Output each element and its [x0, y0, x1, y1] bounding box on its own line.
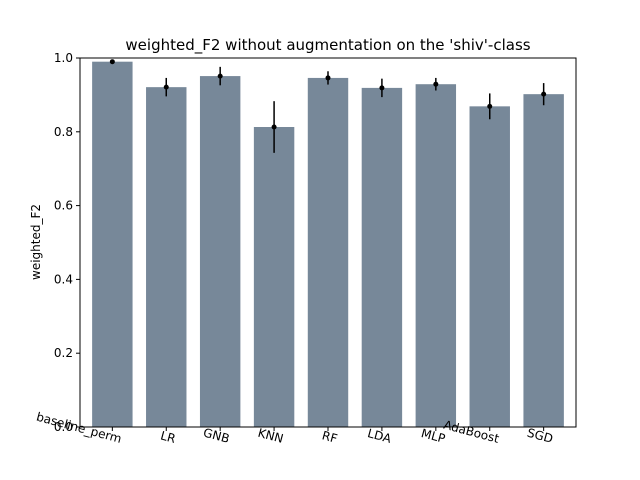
bar-AdaBoost [469, 106, 510, 428]
bar-baseline_perm [92, 61, 133, 427]
mean-point-MLP [433, 81, 439, 87]
mean-point-LR [163, 84, 169, 90]
bar-SGD [523, 94, 564, 428]
bar-MLP [415, 84, 457, 427]
bar-KNN [253, 127, 295, 428]
bar-LDA [361, 87, 403, 427]
x-tick-label: GNB [202, 426, 231, 446]
y-tick-label: 1.0 [54, 51, 73, 65]
y-tick-label: 0.8 [54, 125, 73, 139]
x-tick-label: RF [320, 428, 338, 445]
chart-title: weighted_F2 without augmentation on the … [125, 36, 530, 55]
y-axis-label: weighted_F2 [29, 204, 43, 280]
bars-group [92, 61, 564, 428]
mean-point-KNN [271, 124, 277, 130]
mean-point-LDA [379, 85, 385, 91]
x-tick-label: KNN [256, 426, 285, 446]
bar-RF [307, 77, 349, 428]
y-tick-label: 0.2 [54, 346, 73, 360]
mean-point-baseline_perm [109, 59, 115, 65]
x-tick-label: LDA [366, 426, 393, 446]
mean-point-AdaBoost [487, 103, 493, 109]
y-axis: 0.0 0.2 0.4 0.6 0.8 1.0 [54, 51, 80, 434]
y-tick-label: 0.4 [54, 272, 73, 286]
mean-point-GNB [217, 73, 223, 79]
x-tick-label: SGD [526, 426, 555, 446]
error-bars-group [109, 59, 547, 153]
bar-GNB [199, 76, 241, 428]
mean-point-SGD [541, 91, 547, 97]
plot-frame [79, 57, 577, 428]
x-tick-label: MLP [420, 426, 447, 446]
mean-point-RF [325, 75, 331, 81]
y-tick-label: 0.0 [54, 420, 73, 434]
y-tick-label: 0.6 [54, 199, 73, 213]
x-tick-label: LR [159, 428, 177, 445]
bar-LR [146, 87, 187, 427]
